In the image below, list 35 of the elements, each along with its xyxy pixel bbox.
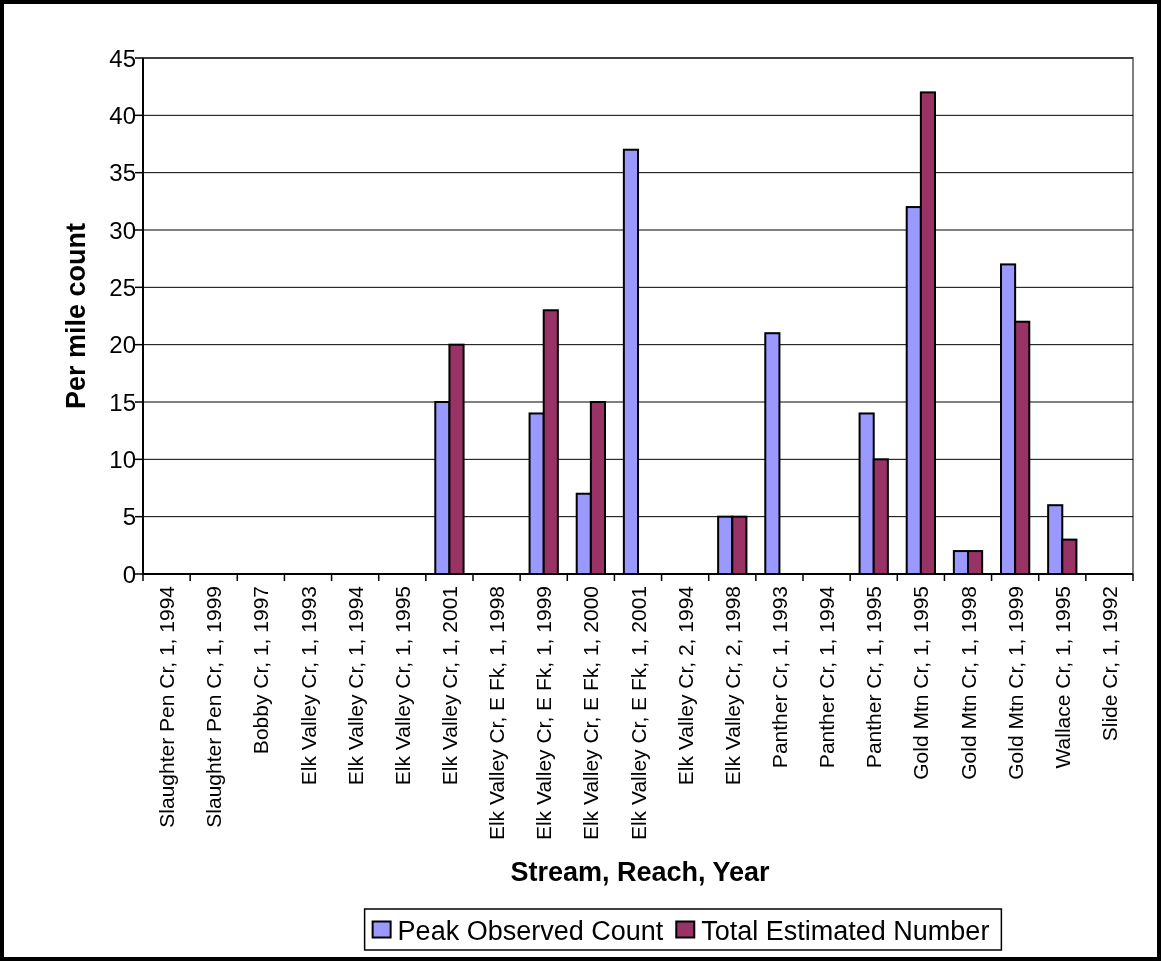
- x-tick-label: Panther Cr, 1, 1995: [862, 586, 886, 769]
- x-tick-label: Elk Valley Cr, 1, 1994: [343, 585, 367, 786]
- x-tick-label: Slaughter Pen Cr, 1, 1999: [202, 586, 226, 828]
- x-tick-label: Elk Valley Cr, E Fk, 1, 2001: [626, 586, 650, 841]
- y-tick-label: 5: [122, 503, 136, 531]
- x-tick-label: Panther Cr, 1, 1994: [815, 585, 839, 769]
- x-tick-label: Bobby Cr, 1, 1997: [249, 586, 273, 755]
- x-axis-title: Stream, Reach, Year: [510, 857, 771, 887]
- y-tick-label: 10: [109, 445, 136, 473]
- x-tick-label: Gold Mtn Cr, 1, 1995: [909, 586, 933, 780]
- x-tick-label: Elk Valley Cr, 2, 1998: [720, 586, 744, 786]
- y-tick-label: 25: [109, 273, 136, 301]
- legend-label: Total Estimated Number: [701, 915, 990, 946]
- x-tick-label: Elk Valley Cr, E Fk, 1, 1998: [485, 586, 509, 841]
- x-tick-label: Panther Cr, 1, 1993: [767, 586, 791, 769]
- y-tick-label: 30: [109, 216, 136, 244]
- x-tick-label: Elk Valley Cr, 1, 2001: [437, 586, 461, 786]
- y-tick-label: 35: [109, 159, 136, 187]
- x-tick-label: Elk Valley Cr, 1, 1995: [390, 586, 414, 786]
- x-tick-label: Gold Mtn Cr, 1, 1999: [1003, 586, 1027, 780]
- x-tick-label: Elk Valley Cr, 1, 1993: [296, 586, 320, 786]
- y-tick-label: 15: [109, 388, 136, 416]
- x-tick-label: Slide Cr, 1, 1992: [1097, 586, 1121, 742]
- x-tick-label: Elk Valley Cr, 2, 1994: [673, 585, 697, 786]
- y-tick-label: 0: [122, 560, 136, 588]
- x-tick-label: Elk Valley Cr, E Fk, 1, 2000: [579, 586, 603, 841]
- x-tick-label: Wallace Cr, 1, 1995: [1050, 586, 1074, 769]
- x-tick-label: Elk Valley Cr, E Fk, 1, 1999: [532, 586, 556, 841]
- y-tick-label: 40: [109, 101, 136, 129]
- y-tick-label: 20: [109, 331, 136, 359]
- y-axis-title: Per mile count: [61, 222, 91, 410]
- x-tick-label: Slaughter Pen Cr, 1, 1994: [155, 585, 179, 828]
- legend-label: Peak Observed Count: [397, 915, 664, 946]
- y-tick-label: 45: [109, 44, 136, 72]
- x-tick-label: Gold Mtn Cr, 1, 1998: [956, 586, 980, 780]
